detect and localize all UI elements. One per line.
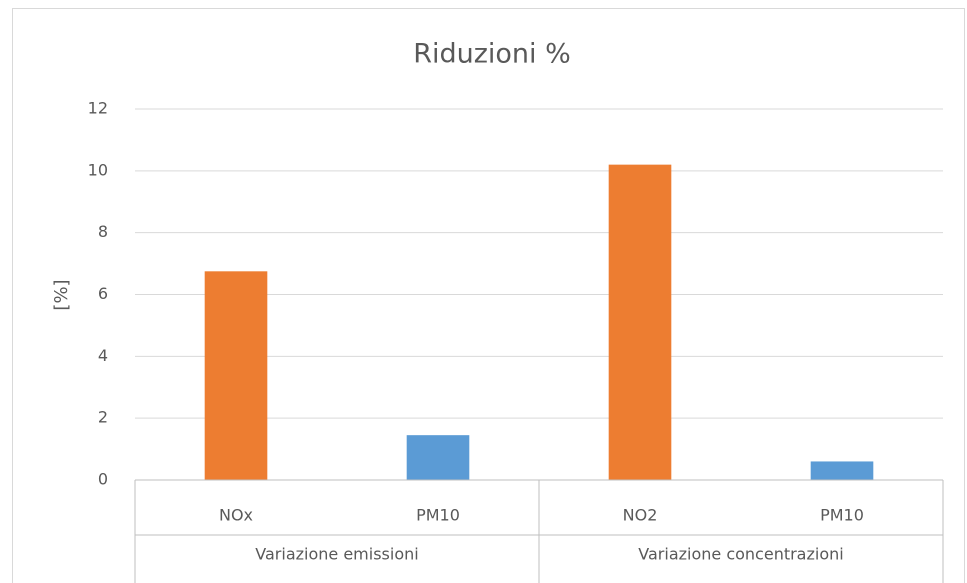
x-tick-label: PM10	[820, 506, 864, 525]
bar	[608, 164, 672, 480]
y-tick-label: 6	[98, 284, 108, 303]
x-tick-label: PM10	[416, 506, 460, 525]
y-axis-label: [%]	[51, 279, 72, 310]
y-tick-label: 0	[98, 470, 108, 489]
group-label: Variazione emissioni	[255, 545, 418, 564]
bar	[810, 461, 874, 480]
group-label: Variazione concentrazioni	[638, 545, 843, 564]
chart-title: Riduzioni %	[413, 39, 571, 70]
y-tick-label: 2	[98, 408, 108, 427]
bar	[406, 435, 470, 480]
y-tick-label: 4	[98, 346, 108, 365]
x-tick-label: NOx	[219, 506, 253, 525]
y-tick-label: 12	[88, 99, 108, 118]
bar	[204, 271, 268, 480]
chart-frame	[12, 8, 965, 583]
x-tick-label: NO2	[623, 506, 658, 525]
y-tick-label: 10	[88, 160, 108, 179]
y-tick-label: 8	[98, 222, 108, 241]
